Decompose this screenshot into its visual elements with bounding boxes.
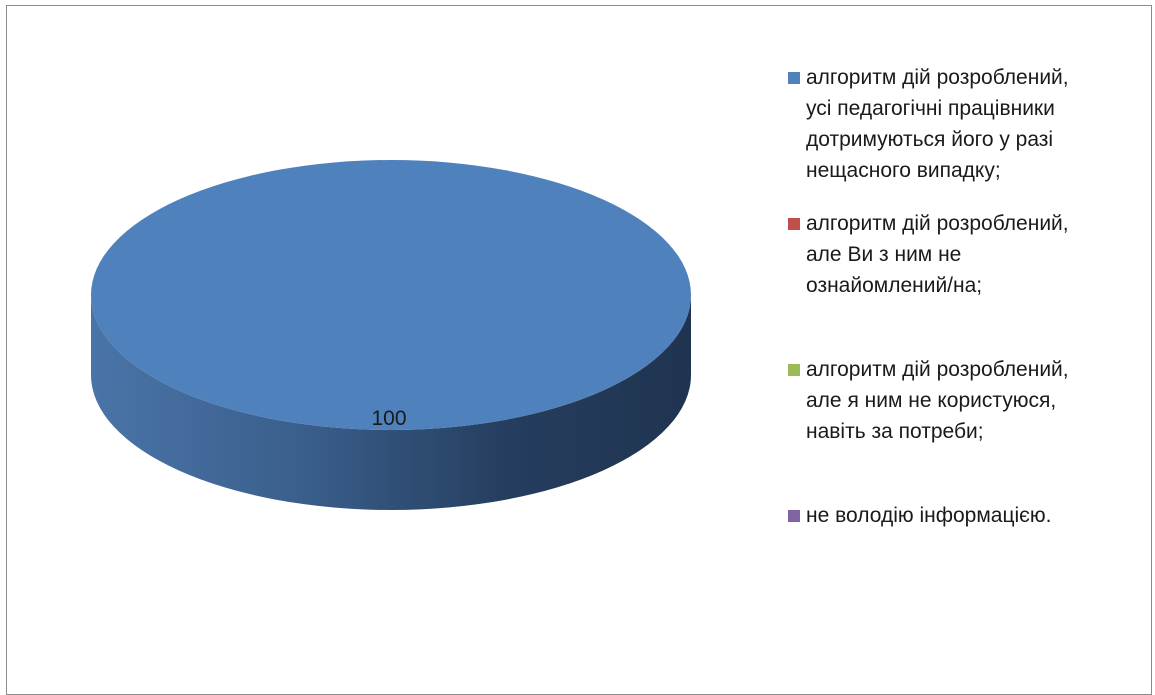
legend-label-2: алгоритм дій розроблений, але Ви з ним н… bbox=[806, 212, 1069, 297]
data-label-1: 100 bbox=[371, 407, 406, 430]
pie-chart: 100 bbox=[91, 160, 691, 510]
legend-swatch-2 bbox=[788, 218, 800, 230]
legend-entry-1: алгоритм дій розроблений, усі педагогічн… bbox=[788, 62, 1069, 186]
legend-entry-4: не володію інформацією. bbox=[788, 500, 1051, 531]
legend-label-3: алгоритм дій розроблений, але я ним не к… bbox=[806, 358, 1069, 443]
legend-swatch-4 bbox=[788, 510, 800, 522]
legend-swatch-3 bbox=[788, 364, 800, 376]
pie-slice-1 bbox=[91, 160, 691, 430]
legend-entry-3: алгоритм дій розроблений, але я ним не к… bbox=[788, 354, 1069, 447]
legend-swatch-1 bbox=[788, 72, 800, 84]
legend-entry-2: алгоритм дій розроблений, але Ви з ним н… bbox=[788, 208, 1069, 301]
pie-slice-side bbox=[91, 295, 691, 510]
legend-label-4: не володію інформацією. bbox=[806, 504, 1052, 527]
legend-label-1: алгоритм дій розроблений, усі педагогічн… bbox=[806, 66, 1069, 182]
